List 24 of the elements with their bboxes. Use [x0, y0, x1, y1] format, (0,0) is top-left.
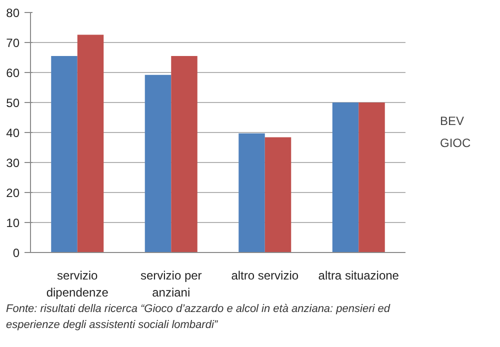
bar: [144, 74, 172, 252]
bar: [264, 137, 292, 252]
x-tick-label: altra situazione: [318, 268, 400, 282]
source-note: Fonte: risultati della ricerca “Gioco d’azzardo e alcol in età anziana: pensieri ed esperienze degli assistenti sociali lombardi”: [6, 302, 390, 333]
y-tick-label: 10: [6, 216, 20, 230]
y-tick-label: 20: [6, 186, 20, 200]
bar: [332, 102, 359, 252]
y-tick-label: 50: [6, 96, 20, 110]
bar: [171, 56, 198, 252]
bar: [77, 34, 104, 252]
y-tick-label: 0: [12, 246, 20, 260]
y-tick-label: 40: [6, 126, 20, 140]
x-tick-label: servizio per anziani: [140, 268, 202, 300]
text: BEV: [440, 114, 464, 128]
x-tick-label: servizio dipendenze: [46, 268, 109, 300]
bar: [238, 133, 265, 252]
y-tick-label: 60: [6, 66, 20, 80]
text: GIOC: [440, 136, 471, 150]
x-tick-label: altro servizio: [231, 268, 299, 282]
y-tick-label: 70: [6, 36, 20, 50]
bar: [51, 56, 78, 252]
y-tick-label: 80: [6, 6, 20, 20]
bar: [358, 102, 385, 252]
y-tick-label: 30: [6, 156, 20, 170]
